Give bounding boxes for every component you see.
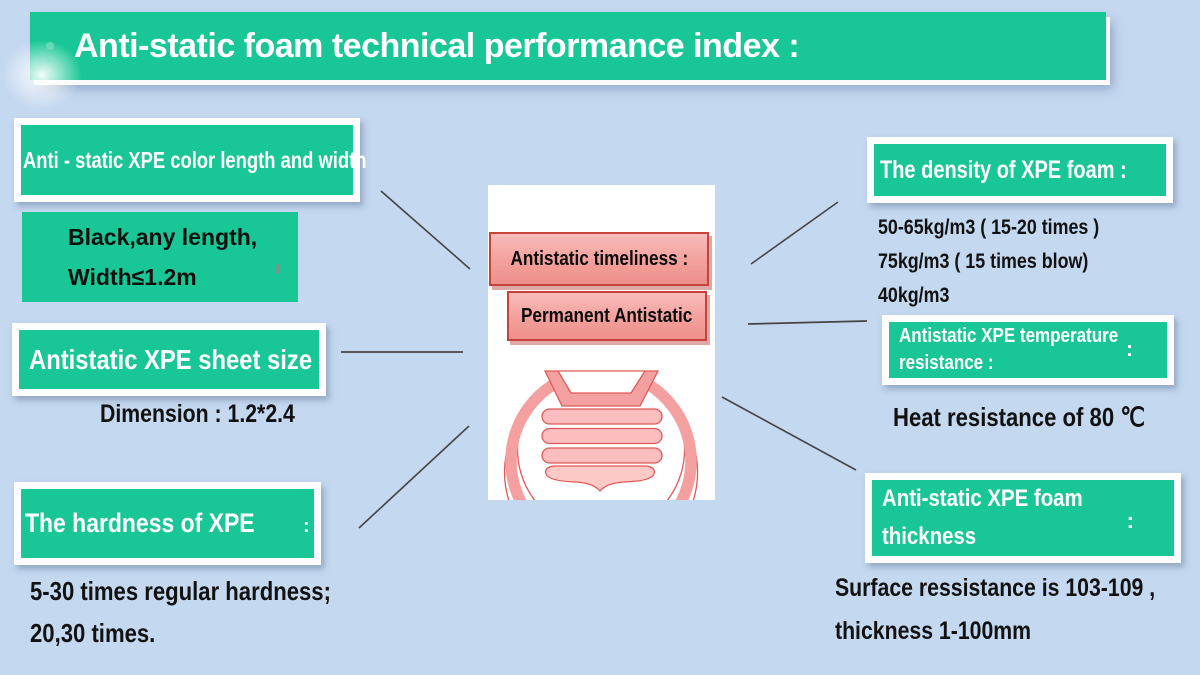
black-box-line1: Black,any length, [68,224,258,250]
temperature-label-line2: resistance : [899,352,994,374]
title-dot-decoration [46,42,54,50]
timeliness-label: Antistatic timeliness : [510,247,688,270]
sheet-size-box: Antistatic XPE sheet size [12,323,326,396]
permanent-antistatic-banner: Permanent Antistatic [507,291,707,341]
black-any-length-box: Black,any length, Width≤1.2m [22,212,298,302]
lightbulb-drawing [503,370,699,500]
title-dot-decoration [47,56,53,62]
dimension-note: Dimension : 1.2*2.4 [100,400,295,428]
density-note-3: 40kg/m3 [878,284,950,307]
thickness-colon: : [1126,508,1134,533]
density-label: The density of XPE foam : [880,155,1127,184]
hardness-note-1: 5-30 times regular hardness; [30,576,331,606]
color-length-width-label: Anti - static XPE color length and width [23,146,367,173]
sheet-size-label: Antistatic XPE sheet size [29,343,313,375]
title-banner: Anti-static foam technical performance i… [2,12,1106,110]
thickness-label-line2: thickness [882,523,977,550]
page-title: Anti-static foam technical performance i… [74,26,800,65]
timeliness-banner: Antistatic timeliness : [489,232,709,286]
permanent-antistatic-label: Permanent Antistatic [521,304,693,327]
thickness-note-1: Surface ressistance is 103-109 , [835,574,1156,602]
tick-mark-decoration [276,264,280,274]
hardness-label: The hardness of XPE [25,508,255,538]
temperature-note: Heat resistance of 80 ℃ [893,402,1146,432]
hardness-colon: : [303,515,310,537]
color-length-width-box: Anti - static XPE color length and width [14,118,366,202]
density-box: The density of XPE foam : [867,137,1173,203]
density-note-1: 50-65kg/m3 ( 15-20 times ) [878,216,1100,239]
black-box-line2: Width≤1.2m [68,264,197,290]
temperature-label-line1: Antistatic XPE temperature [899,325,1119,347]
density-note-2: 75kg/m3 ( 15 times blow) [878,250,1089,273]
temperature-box: Antistatic XPE temperature resistance : … [882,315,1174,385]
thickness-label-line1: Anti-static XPE foam [882,485,1083,512]
temperature-colon: : [1126,338,1133,361]
hardness-note-2: 20,30 times. [30,618,156,648]
thickness-note-2: thickness 1-100mm [835,617,1032,645]
title-glow-decoration [2,40,82,110]
thickness-box: Anti-static XPE foam thickness : [865,473,1181,563]
hardness-box: The hardness of XPE : [14,482,321,565]
